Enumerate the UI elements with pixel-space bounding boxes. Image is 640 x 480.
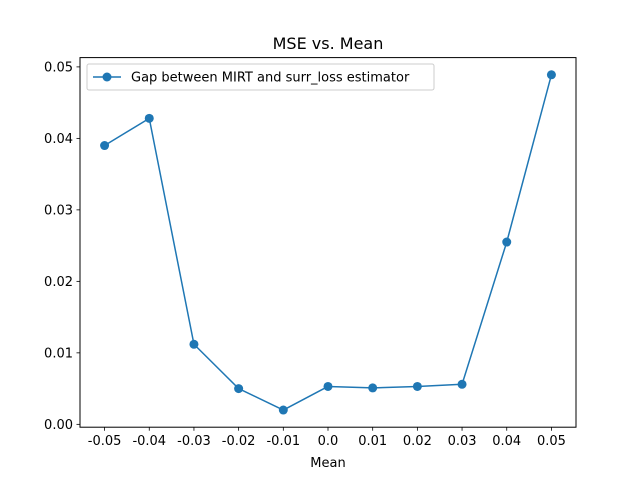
legend-marker-sample <box>102 72 112 82</box>
x-tick-label: -0.05 <box>88 434 122 449</box>
legend-entry-label: Gap between MIRT and surr_loss estimator <box>131 71 410 86</box>
x-tick-label: 0.04 <box>492 434 521 449</box>
x-tick-label: 0.05 <box>537 434 566 449</box>
data-point <box>189 339 199 349</box>
x-tick-label: -0.04 <box>132 434 166 449</box>
data-point <box>546 70 556 80</box>
x-tick-label: -0.01 <box>266 434 300 449</box>
x-tick-label: 0.01 <box>358 434 387 449</box>
x-tick-label: 0.03 <box>448 434 477 449</box>
y-tick-label: 0.03 <box>44 203 73 218</box>
x-tick-label: -0.03 <box>177 434 211 449</box>
data-point <box>368 383 378 393</box>
y-tick-label: 0.04 <box>44 132 73 147</box>
data-point <box>278 405 288 415</box>
series-line <box>104 74 553 411</box>
legend: Gap between MIRT and surr_loss estimator <box>86 63 435 91</box>
x-tick-label: 0.0 <box>318 434 339 449</box>
x-tick-label: 0.02 <box>403 434 432 449</box>
x-tick-label: -0.02 <box>222 434 256 449</box>
data-point <box>323 381 333 391</box>
y-tick-label: 0.00 <box>44 418 73 433</box>
data-point <box>457 379 467 389</box>
plot-area <box>100 70 556 415</box>
data-point <box>412 381 422 391</box>
y-tick-label: 0.01 <box>44 346 73 361</box>
axes-frame <box>79 57 577 428</box>
y-tick-label: 0.05 <box>44 60 73 75</box>
x-axis: -0.05 -0.04 -0.03 -0.02 -0.01 0.0 0.01 0.02 0.03… <box>88 427 566 449</box>
x-axis-label: Mean <box>310 456 345 471</box>
chart-title: MSE vs. Mean <box>273 34 384 53</box>
data-point <box>234 384 244 394</box>
data-point <box>144 113 154 123</box>
y-axis: 0.00 0.01 0.02 0.03 0.04 0.05 <box>44 60 80 433</box>
data-point <box>502 237 512 247</box>
y-tick-label: 0.02 <box>44 275 73 290</box>
legend-box <box>86 63 435 91</box>
data-point <box>100 141 110 151</box>
